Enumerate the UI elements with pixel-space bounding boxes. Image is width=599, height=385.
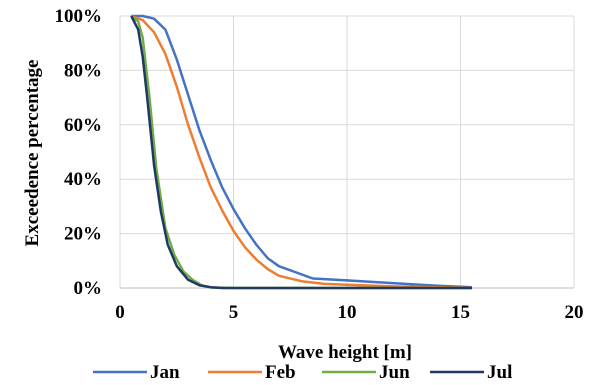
series-lines: [130, 14, 472, 290]
x-tick-label: 5: [229, 302, 239, 323]
x-tick-label: 0: [115, 302, 125, 323]
legend-label-jan: Jan: [150, 362, 180, 383]
y-tick-label: 0%: [74, 278, 103, 299]
series-line-feb: [130, 14, 472, 289]
legend-label-feb: Feb: [265, 362, 296, 383]
series-line-jul: [130, 15, 472, 290]
legend-label-jun: Jun: [379, 362, 410, 383]
grid-lines: [119, 15, 575, 289]
legend: Jan Feb Jun Jul: [93, 362, 512, 383]
y-tick-label: 100%: [55, 6, 103, 27]
y-tick-labels: 0% 20% 40% 60% 80% 100%: [55, 6, 103, 299]
y-tick-label: 40%: [64, 169, 102, 190]
y-axis-title: Exceedence percentage: [22, 60, 43, 247]
x-tick-label: 10: [338, 302, 357, 323]
x-axis-title: Wave height [m]: [278, 342, 412, 363]
x-tick-label: 20: [565, 302, 584, 323]
x-tick-label: 15: [451, 302, 470, 323]
series-line-jun: [130, 15, 472, 290]
y-tick-label: 20%: [64, 224, 102, 245]
series-line-jan: [131, 14, 472, 289]
y-tick-label: 60%: [64, 115, 102, 136]
x-tick-labels: 0 5 10 15 20: [115, 302, 583, 323]
y-tick-label: 80%: [64, 60, 102, 81]
legend-label-jul: Jul: [487, 362, 512, 383]
